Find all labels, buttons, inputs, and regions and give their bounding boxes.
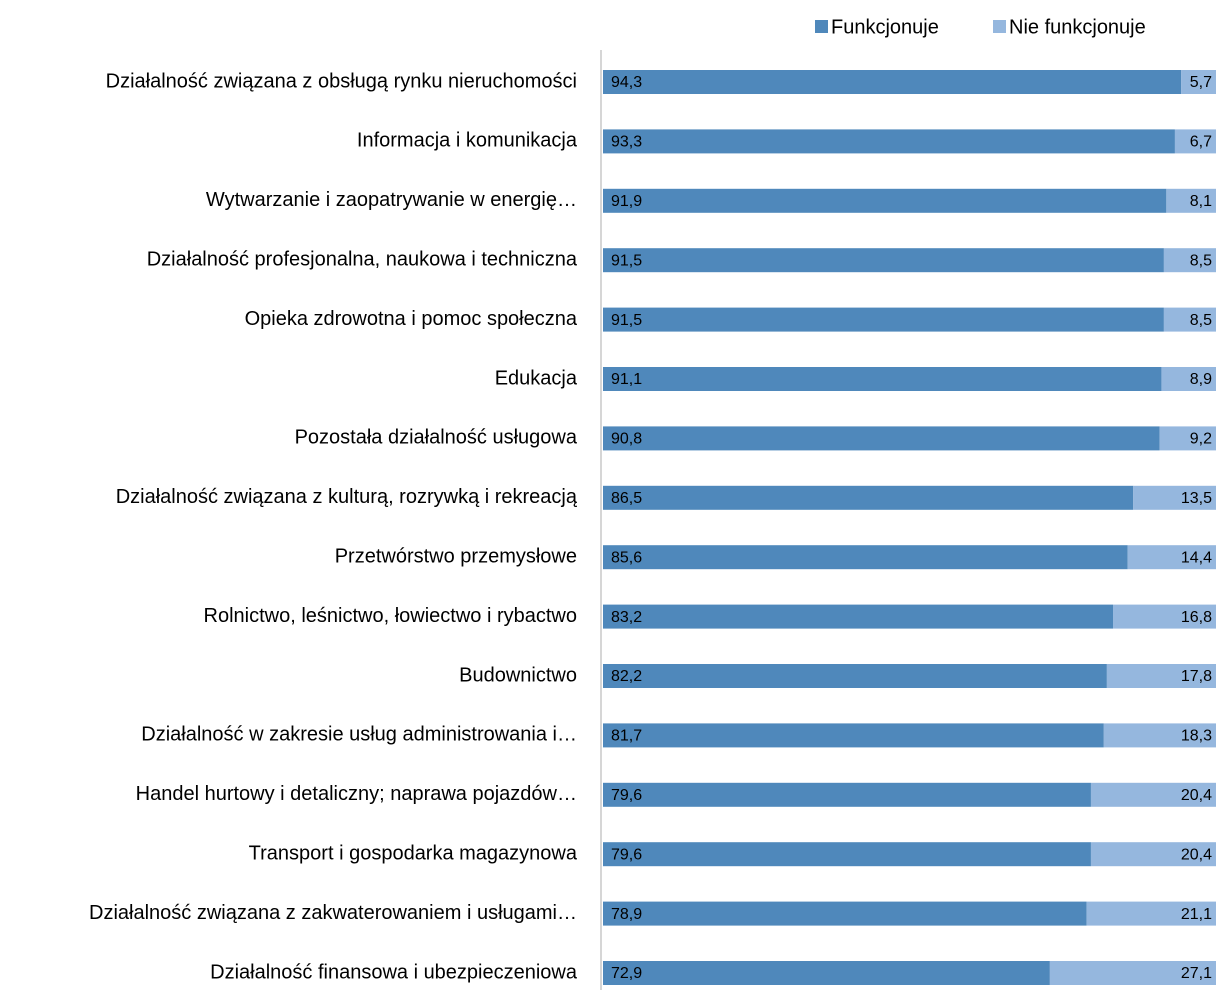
data-label: 8,9 <box>1190 371 1212 388</box>
data-label: 91,5 <box>611 312 642 329</box>
data-label: 85,6 <box>611 549 642 566</box>
bar-segment <box>1166 188 1216 213</box>
legend-swatch <box>815 20 828 33</box>
data-label: 6,7 <box>1190 134 1212 151</box>
bar-segment <box>1163 248 1216 273</box>
data-label: 14,4 <box>1181 549 1212 566</box>
data-label: 90,8 <box>611 431 642 448</box>
category-label: Edukacja <box>495 367 578 389</box>
bar-segment <box>1049 961 1216 985</box>
category-label: Działalność związana z obsługą rynku nie… <box>106 70 577 92</box>
data-label: 16,8 <box>1181 609 1212 626</box>
bar-segment <box>603 664 1107 688</box>
bar-segment <box>603 842 1091 867</box>
bar-segment <box>603 782 1091 807</box>
category-label: Pozostała działalność usługowa <box>295 427 578 449</box>
category-label: Handel hurtowy i detaliczny; naprawa poj… <box>136 783 577 805</box>
bar-segment <box>1086 901 1216 926</box>
data-label: 72,9 <box>611 965 642 982</box>
data-label: 81,7 <box>611 728 642 745</box>
category-label: Wytwarzanie i zaopatrywanie w energię… <box>206 189 577 211</box>
bar-segment <box>1090 782 1216 807</box>
data-label: 18,3 <box>1181 728 1212 745</box>
data-label: 21,1 <box>1181 906 1212 923</box>
data-label: 5,7 <box>1190 74 1212 91</box>
bar-segment <box>603 188 1167 213</box>
category-label: Działalność związana z zakwaterowaniem i… <box>89 902 577 924</box>
bar-segment <box>603 723 1104 748</box>
data-label: 94,3 <box>611 74 642 91</box>
category-label: Informacja i komunikacja <box>357 130 578 152</box>
category-label: Działalność finansowa i ubezpieczeniowa <box>210 961 578 983</box>
legend-label: Nie funkcjonuje <box>1009 16 1146 38</box>
category-label: Budownictwo <box>459 664 577 686</box>
category-label: Transport i gospodarka magazynowa <box>249 842 578 864</box>
legend-swatch <box>993 20 1006 33</box>
data-label: 91,1 <box>611 371 642 388</box>
bar-segment <box>603 604 1114 629</box>
category-label: Opieka zdrowotna i pomoc społeczna <box>245 308 578 330</box>
bar-segment <box>603 307 1164 332</box>
bar-segment <box>1181 70 1216 94</box>
data-label: 79,6 <box>611 787 642 804</box>
bar-segment <box>1163 307 1216 332</box>
bar-segment <box>1161 367 1216 391</box>
data-label: 93,3 <box>611 134 642 151</box>
data-label: 8,5 <box>1190 252 1212 269</box>
data-label: 20,4 <box>1181 787 1212 804</box>
data-label: 86,5 <box>611 490 642 507</box>
data-label: 13,5 <box>1181 490 1212 507</box>
bar-segment <box>1090 842 1216 867</box>
bar-segment <box>1133 485 1216 510</box>
bar-segment <box>603 901 1087 926</box>
category-label: Działalność w zakresie usług administrow… <box>141 724 577 746</box>
category-label: Działalność związana z kulturą, rozrywką… <box>116 486 578 508</box>
data-label: 9,2 <box>1190 431 1212 448</box>
data-label: 91,9 <box>611 193 642 210</box>
bar-segment <box>603 485 1134 510</box>
bar-segment <box>603 367 1162 391</box>
data-label: 20,4 <box>1181 846 1212 863</box>
data-label: 8,1 <box>1190 193 1212 210</box>
data-label: 78,9 <box>611 906 642 923</box>
bar-segment <box>603 129 1175 154</box>
bar-segment <box>1106 664 1216 688</box>
data-label: 91,5 <box>611 252 642 269</box>
bar-segment <box>603 426 1160 451</box>
category-label: Rolnictwo, leśnictwo, łowiectwo i rybact… <box>204 605 577 627</box>
data-label: 8,5 <box>1190 312 1212 329</box>
data-label: 27,1 <box>1181 965 1212 982</box>
bar-segment <box>1113 604 1216 629</box>
data-label: 17,8 <box>1181 668 1212 685</box>
category-label: Przetwórstwo przemysłowe <box>335 545 577 567</box>
bar-segment <box>1103 723 1216 748</box>
bar-segment <box>603 961 1050 985</box>
bar-segment <box>603 545 1128 570</box>
bar-segment <box>603 248 1164 273</box>
bar-segment <box>1127 545 1216 570</box>
data-label: 82,2 <box>611 668 642 685</box>
data-label: 79,6 <box>611 846 642 863</box>
bar-segment <box>1159 426 1216 451</box>
bar-segment <box>603 70 1182 94</box>
bar-segment <box>1174 129 1216 154</box>
legend-label: Funkcjonuje <box>831 16 939 38</box>
category-label: Działalność profesjonalna, naukowa i tec… <box>147 248 578 270</box>
data-label: 83,2 <box>611 609 642 626</box>
